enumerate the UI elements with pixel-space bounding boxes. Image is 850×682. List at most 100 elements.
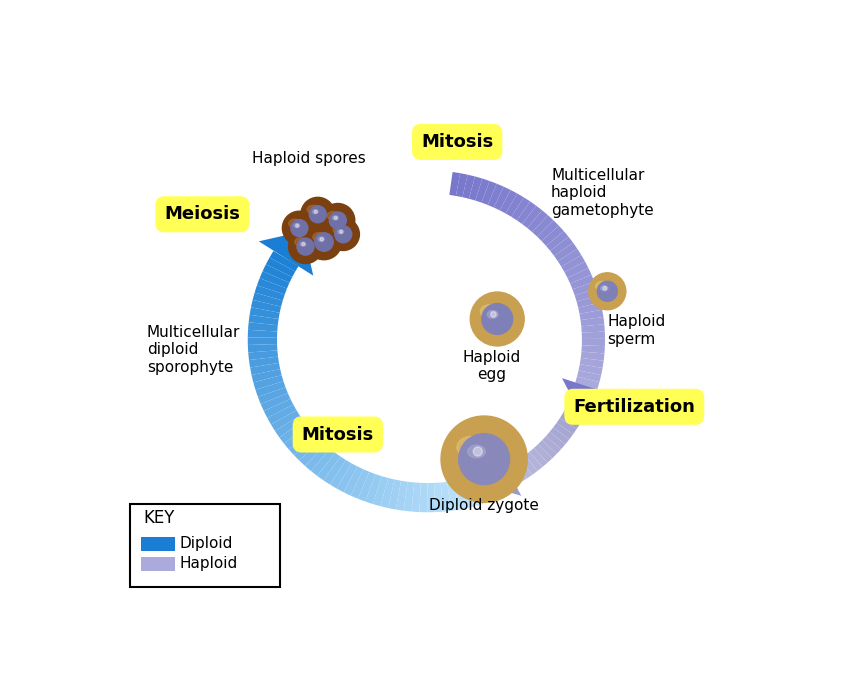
Polygon shape: [554, 243, 577, 261]
Polygon shape: [324, 456, 346, 485]
Polygon shape: [396, 481, 407, 511]
Polygon shape: [546, 231, 569, 251]
Polygon shape: [550, 237, 573, 256]
Polygon shape: [482, 181, 496, 205]
Bar: [141, 557, 175, 571]
Text: Mitosis: Mitosis: [421, 133, 493, 151]
Ellipse shape: [601, 286, 608, 291]
Polygon shape: [330, 460, 352, 488]
Polygon shape: [563, 409, 583, 424]
Polygon shape: [525, 451, 542, 471]
Ellipse shape: [318, 237, 325, 241]
Polygon shape: [275, 415, 303, 437]
Polygon shape: [541, 226, 564, 246]
Polygon shape: [266, 258, 295, 277]
Polygon shape: [248, 351, 278, 360]
Polygon shape: [546, 432, 565, 449]
Polygon shape: [488, 183, 504, 207]
Ellipse shape: [333, 226, 344, 234]
Circle shape: [603, 286, 607, 290]
Polygon shape: [537, 220, 558, 241]
Polygon shape: [249, 357, 279, 368]
Text: Diploid zygote: Diploid zygote: [429, 498, 539, 513]
Circle shape: [441, 416, 527, 502]
Polygon shape: [251, 300, 281, 313]
Polygon shape: [511, 462, 527, 482]
Polygon shape: [255, 285, 285, 301]
Text: Haploid spores: Haploid spores: [252, 151, 366, 166]
Circle shape: [470, 292, 524, 346]
Ellipse shape: [312, 209, 318, 214]
Polygon shape: [419, 483, 428, 512]
Polygon shape: [579, 364, 603, 375]
Polygon shape: [491, 467, 511, 496]
Polygon shape: [257, 278, 287, 295]
Circle shape: [340, 231, 343, 233]
Text: KEY: KEY: [144, 509, 175, 527]
Ellipse shape: [337, 230, 343, 234]
Polygon shape: [247, 338, 277, 345]
Text: Meiosis: Meiosis: [164, 205, 241, 223]
Polygon shape: [311, 449, 335, 476]
Polygon shape: [581, 345, 605, 353]
Polygon shape: [530, 448, 547, 467]
Circle shape: [282, 211, 316, 245]
Bar: [141, 537, 175, 551]
Polygon shape: [256, 381, 286, 397]
Polygon shape: [581, 339, 605, 346]
Polygon shape: [247, 330, 277, 338]
Polygon shape: [532, 216, 553, 237]
Polygon shape: [428, 483, 435, 512]
Polygon shape: [258, 387, 288, 404]
Polygon shape: [534, 444, 552, 463]
Ellipse shape: [307, 205, 319, 213]
Polygon shape: [562, 379, 610, 410]
Polygon shape: [517, 201, 536, 224]
Polygon shape: [305, 445, 330, 471]
Circle shape: [288, 230, 322, 263]
Bar: [130, 504, 280, 587]
Polygon shape: [576, 295, 601, 308]
Polygon shape: [250, 363, 280, 375]
Polygon shape: [467, 477, 482, 507]
Polygon shape: [568, 268, 592, 284]
Polygon shape: [252, 369, 281, 383]
Polygon shape: [558, 249, 581, 267]
Polygon shape: [263, 264, 292, 283]
Polygon shape: [557, 418, 577, 434]
Polygon shape: [343, 466, 363, 496]
Polygon shape: [248, 323, 278, 331]
Circle shape: [598, 281, 617, 301]
Ellipse shape: [295, 237, 307, 246]
Circle shape: [321, 203, 354, 237]
Polygon shape: [284, 426, 311, 449]
Polygon shape: [289, 431, 315, 455]
Polygon shape: [269, 251, 298, 271]
Polygon shape: [253, 375, 283, 389]
Polygon shape: [581, 317, 604, 327]
Polygon shape: [261, 393, 291, 411]
Text: Haploid
egg: Haploid egg: [462, 350, 521, 382]
Polygon shape: [294, 436, 320, 460]
Polygon shape: [527, 210, 548, 232]
Polygon shape: [575, 383, 596, 395]
Polygon shape: [264, 399, 293, 418]
Circle shape: [320, 237, 323, 241]
Polygon shape: [461, 478, 474, 508]
Polygon shape: [500, 190, 517, 213]
Polygon shape: [258, 231, 314, 276]
Circle shape: [314, 210, 317, 213]
Polygon shape: [456, 173, 468, 197]
Text: Diploid: Diploid: [180, 535, 234, 550]
Text: Multicellular
haploid
gametophyte: Multicellular haploid gametophyte: [551, 168, 654, 218]
Ellipse shape: [294, 224, 300, 228]
Polygon shape: [337, 463, 357, 492]
Circle shape: [296, 224, 298, 227]
Polygon shape: [447, 481, 459, 511]
Polygon shape: [506, 465, 521, 485]
Polygon shape: [550, 428, 570, 444]
Text: Haploid: Haploid: [180, 556, 238, 571]
Polygon shape: [570, 275, 594, 289]
Circle shape: [301, 197, 335, 231]
Circle shape: [327, 218, 360, 250]
